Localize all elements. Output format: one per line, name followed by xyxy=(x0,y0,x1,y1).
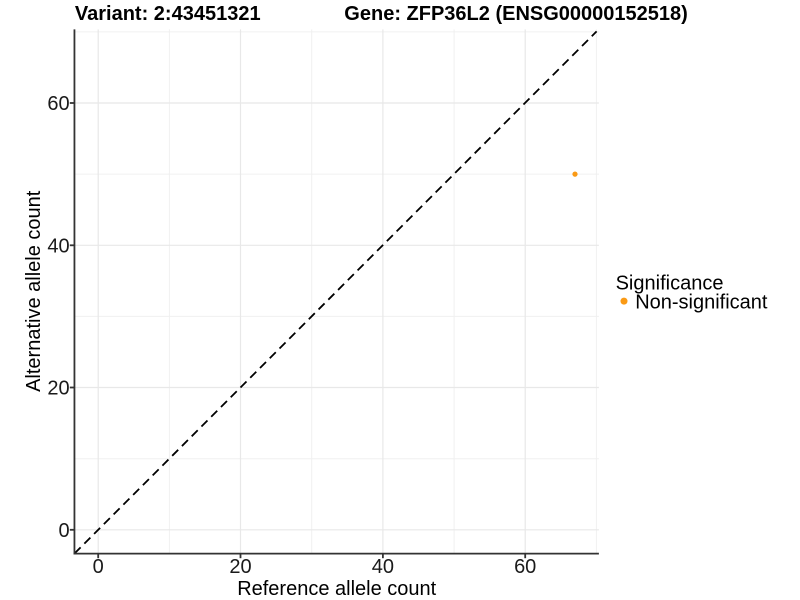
svg-text:40: 40 xyxy=(372,556,394,578)
svg-text:Variant: 2:43451321: Variant: 2:43451321 xyxy=(75,3,261,25)
svg-text:20: 20 xyxy=(229,556,251,578)
svg-text:Gene: ZFP36L2 (ENSG00000152518: Gene: ZFP36L2 (ENSG00000152518) xyxy=(344,3,688,25)
svg-text:Significance: Significance xyxy=(616,272,724,294)
svg-text:0: 0 xyxy=(58,520,69,542)
svg-text:40: 40 xyxy=(47,236,69,258)
svg-text:20: 20 xyxy=(47,378,69,400)
svg-text:Non-significant: Non-significant xyxy=(635,292,768,314)
svg-text:Alternative allele count: Alternative allele count xyxy=(23,190,45,392)
svg-text:Reference allele count: Reference allele count xyxy=(237,578,436,600)
svg-text:60: 60 xyxy=(47,93,69,115)
svg-text:60: 60 xyxy=(514,556,536,578)
svg-text:0: 0 xyxy=(93,556,104,578)
